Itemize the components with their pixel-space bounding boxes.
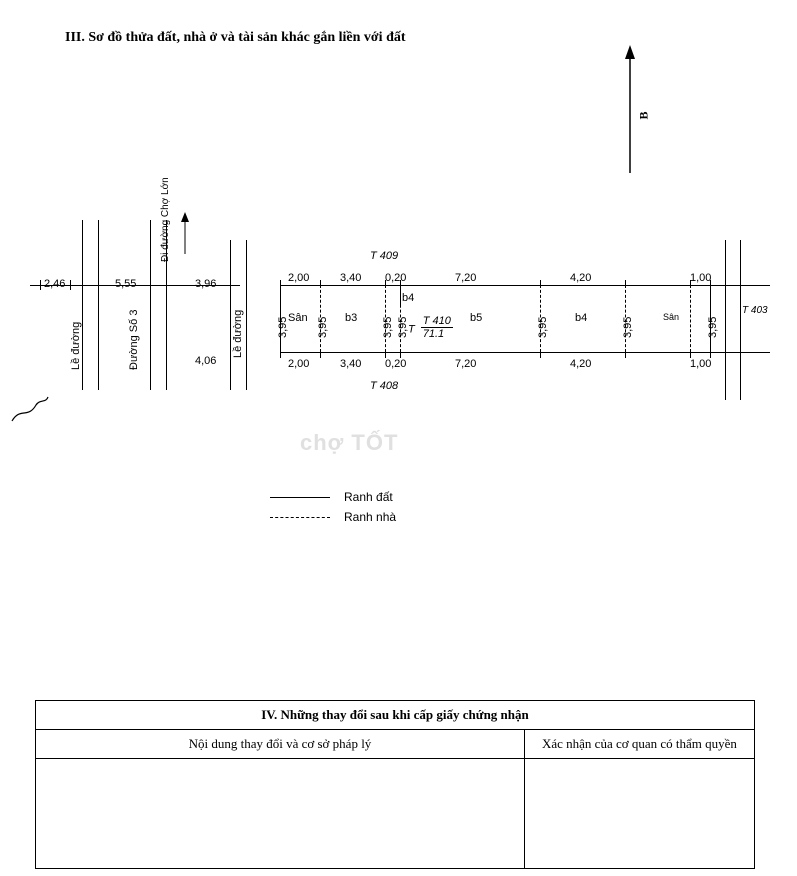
dim-340b: 3,40: [340, 358, 361, 370]
section-3-title: III. Sơ đồ thửa đất, nhà ở và tài sản kh…: [65, 30, 406, 46]
label-di-duong-cho-lon: Đi đường Chợ Lớn: [160, 177, 171, 262]
cell-b3: b3: [345, 312, 357, 324]
dim-020a: 0,20: [385, 272, 406, 284]
label-t409: T 409: [370, 250, 398, 262]
dim-406: 4,06: [195, 355, 216, 367]
dim-720b: 7,20: [455, 358, 476, 370]
cell-b4-small: b4: [402, 292, 414, 304]
dim-100b: 1,00: [690, 358, 711, 370]
label-t403: T 403: [742, 305, 768, 316]
dim-020b: 0,20: [385, 358, 406, 370]
label-t408: T 408: [370, 380, 398, 392]
h-395-f: 3,95: [622, 317, 634, 338]
section-4-col2-body: [524, 759, 754, 869]
dim-720a: 7,20: [455, 272, 476, 284]
h-395-e: 3,95: [537, 317, 549, 338]
dim-420a: 4,20: [570, 272, 591, 284]
h-395-g: 3,95: [707, 317, 719, 338]
legend-line-solid-icon: [270, 497, 330, 498]
land-parcel-diagram: 2,46 5,55 3,96 2,00 3,40 0,20 7,20 4,20 …: [30, 210, 770, 440]
dim-340a: 3,40: [340, 272, 361, 284]
label-le-duong-right: Lề đường: [232, 310, 244, 358]
cell-b5: b5: [470, 312, 482, 324]
label-duong-so-3: Đường Số 3: [128, 310, 140, 370]
section-4-col1-body: [36, 759, 525, 869]
dim-100a: 1,00: [690, 272, 711, 284]
legend-line-dash-icon: [270, 517, 330, 518]
cell-b4-right: b4: [575, 312, 587, 324]
section-4-table: IV. Những thay đổi sau khi cấp giấy chứn…: [35, 700, 755, 869]
compass-label: B: [637, 111, 652, 119]
h-395-c: 3,95: [382, 317, 394, 338]
label-t410-area: T T 410 71.1: [408, 316, 453, 341]
dim-396: 3,96: [195, 278, 216, 290]
watermark-chotot: chợ TỐT: [300, 430, 398, 456]
section-4-col1-header: Nội dung thay đổi và cơ sở pháp lý: [36, 730, 525, 759]
label-le-duong-left: Lề đường: [70, 322, 82, 370]
section-4-title: IV. Những thay đổi sau khi cấp giấy chứn…: [36, 701, 755, 730]
dim-200a: 2,00: [288, 272, 309, 284]
legend: Ranh đất Ranh nhà: [270, 490, 396, 530]
legend-ranh-dat: Ranh đất: [344, 490, 393, 504]
dim-555: 5,55: [115, 278, 136, 290]
dim-246: 2,46: [44, 278, 65, 290]
dim-420b: 4,20: [570, 358, 591, 370]
legend-ranh-nha: Ranh nhà: [344, 510, 396, 524]
cell-san1: Sân: [288, 312, 308, 324]
cell-san2: Sân: [663, 312, 679, 322]
section-4-col2-header: Xác nhận của cơ quan có thẩm quyền: [524, 730, 754, 759]
dim-200b: 2,00: [288, 358, 309, 370]
h-395-b: 3,95: [317, 317, 329, 338]
page-edge-mark: [10, 395, 50, 430]
